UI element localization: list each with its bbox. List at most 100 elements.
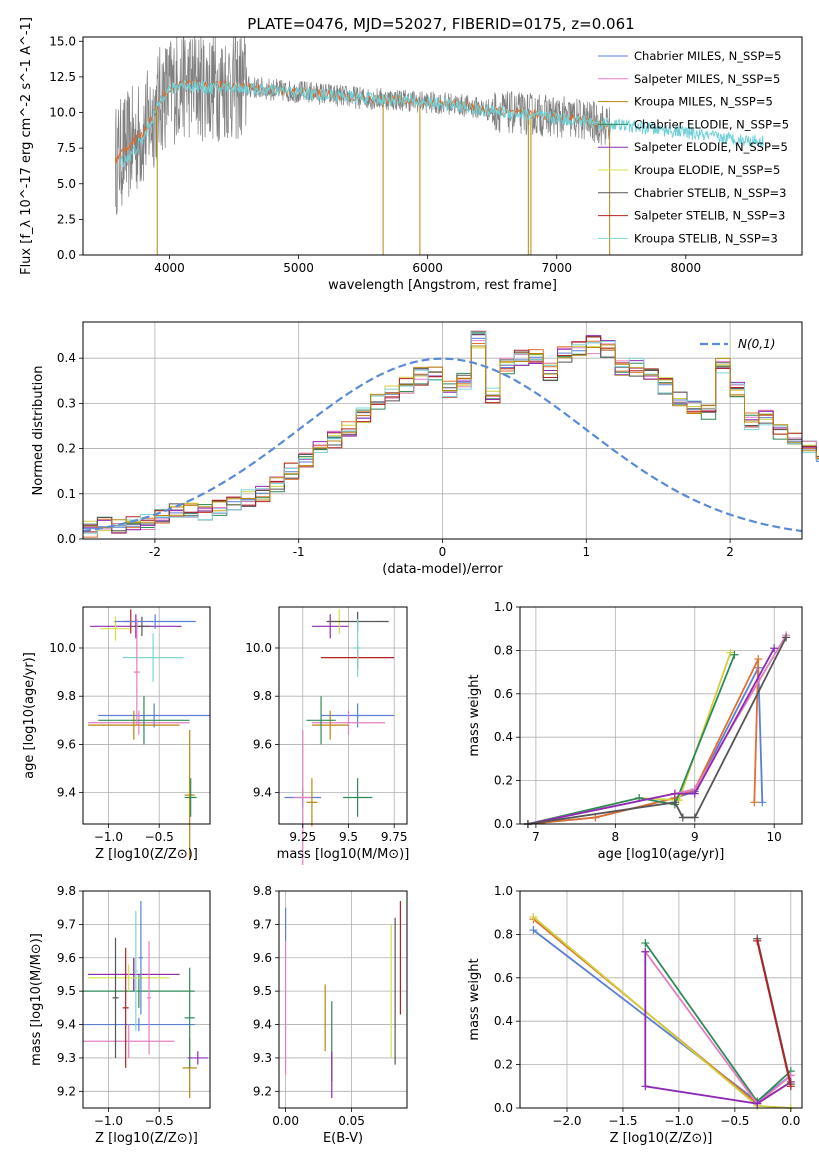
mass-weight-marker: [754, 655, 763, 664]
x-tick-label: 8: [612, 830, 620, 844]
y-tick-label: 9.8: [253, 689, 272, 703]
legend-entry: Salpeter MILES, N_SSP=5: [634, 72, 780, 86]
x-axis-label: Z [log10(Z/Z⊙)]: [610, 1131, 713, 1146]
mass-weight-marker: [786, 1082, 795, 1091]
y-tick-label: 9.4: [253, 1018, 272, 1032]
x-tick-label: 9.5: [339, 830, 358, 844]
histogram-step: [83, 340, 819, 538]
x-axis-label: (data-model)/error: [382, 562, 503, 577]
y-tick-label: 10.0: [49, 106, 76, 120]
y-tick-label: 9.4: [253, 786, 272, 800]
y-tick-label: 5.0: [57, 177, 76, 191]
y-tick-label: 1.0: [494, 600, 513, 614]
axes-frame: [82, 890, 211, 1109]
mass-weight-marker: [641, 1082, 650, 1091]
y-axis-label: mass weight: [467, 674, 482, 756]
x-tick-label: −1.0: [664, 1114, 693, 1128]
y-tick-label: 0.2: [494, 1058, 513, 1072]
x-tick-label: −1.0: [94, 1114, 123, 1128]
y-tick-label: 9.8: [57, 689, 76, 703]
histogram-step: [83, 331, 819, 534]
mass-weight-marker: [641, 939, 650, 948]
x-axis-label: mass [log10(M/M⊙)]: [277, 847, 410, 862]
mass-weight-marker: [641, 947, 650, 956]
mass-weight-series: [527, 636, 787, 825]
gaussian-curve: [82, 357, 803, 533]
mass-weight-marker: [690, 813, 699, 822]
y-tick-label: 0.0: [57, 532, 76, 546]
x-tick-label: 4000: [154, 261, 185, 275]
mass-weight-marker: [670, 789, 679, 798]
axes-frame: [278, 890, 408, 1109]
y-axis-label: mass weight: [467, 958, 482, 1040]
histogram-step: [83, 332, 819, 528]
mass-weight-series: [644, 942, 792, 1103]
y-tick-label: 9.3: [253, 1051, 272, 1065]
y-tick-label: 2.5: [57, 212, 76, 226]
mass-weight-marker: [753, 936, 762, 945]
legend-entry: Kroupa MILES, N_SSP=5: [634, 95, 773, 109]
axes-frame: [82, 36, 803, 256]
mass-weight-series: [756, 940, 792, 1087]
legend-entry: Kroupa ELODIE, N_SSP=5: [634, 163, 780, 177]
y-tick-label: 9.3: [57, 1051, 76, 1065]
x-tick-label: −1.5: [608, 1114, 637, 1128]
x-tick-label: -1: [293, 545, 305, 559]
spectrum-data-line: [114, 36, 612, 215]
x-tick-label: 9.25: [289, 830, 316, 844]
mass-weight-series: [532, 918, 792, 1105]
axes-frame: [519, 890, 803, 1109]
x-tick-label: 7: [532, 830, 540, 844]
y-tick-label: 0.6: [494, 971, 513, 985]
y-tick-label: 15.0: [49, 34, 76, 48]
y-tick-label: 9.6: [57, 951, 76, 965]
y-tick-label: 9.2: [253, 1084, 272, 1098]
y-tick-label: 9.7: [57, 917, 76, 931]
mass-weight-marker: [758, 798, 767, 807]
legend-entry: N(0,1): [738, 337, 775, 351]
x-axis-label: Z [log10(Z/Z⊙)]: [95, 1131, 198, 1146]
y-tick-label: 10.0: [49, 641, 76, 655]
mass-weight-series: [644, 951, 792, 1105]
mass-weight-marker: [690, 789, 699, 798]
y-tick-label: 0.4: [494, 1014, 513, 1028]
x-tick-label: 2: [726, 545, 734, 559]
x-tick-label: -2: [149, 545, 161, 559]
y-axis-label: Normed distribution: [31, 366, 46, 496]
y-tick-label: 9.6: [57, 737, 76, 751]
legend-entry: Chabrier ELODIE, N_SSP=5: [634, 117, 789, 131]
x-tick-label: 8000: [671, 261, 702, 275]
y-tick-label: 0.8: [494, 927, 513, 941]
y-tick-label: 1.0: [494, 884, 513, 898]
x-tick-label: 1: [582, 545, 590, 559]
y-tick-label: 9.7: [253, 917, 272, 931]
y-tick-label: 9.4: [57, 786, 76, 800]
legend-entry: Chabrier MILES, N_SSP=5: [634, 49, 781, 63]
x-tick-label: 0.0: [781, 1114, 800, 1128]
y-tick-label: 9.6: [253, 951, 272, 965]
x-tick-label: 6000: [412, 261, 443, 275]
y-tick-label: 9.8: [57, 884, 76, 898]
spectrum-model-line: [119, 79, 764, 168]
histogram-step: [83, 333, 819, 532]
y-tick-label: 9.5: [253, 984, 272, 998]
x-tick-label: −0.5: [145, 1114, 174, 1128]
x-tick-label: 10: [767, 830, 782, 844]
y-axis-label: mass [log10(M/M⊙)]: [29, 933, 44, 1066]
y-tick-label: 9.2: [57, 1084, 76, 1098]
x-axis-label: age [log10(age/yr)]: [598, 847, 725, 862]
y-tick-label: 9.8: [253, 884, 272, 898]
x-axis-label: E(B-V): [323, 1131, 363, 1146]
x-tick-label: −2.0: [552, 1114, 581, 1128]
y-tick-label: 0.2: [494, 774, 513, 788]
histogram-step: [83, 344, 819, 529]
x-tick-label: 5000: [283, 261, 314, 275]
x-tick-label: 9.75: [381, 830, 408, 844]
mass-weight-marker: [730, 650, 739, 659]
mass-weight-marker: [753, 1099, 762, 1108]
x-axis-label: Z [log10(Z/Z⊙)]: [95, 847, 198, 862]
y-tick-label: 0.0: [57, 248, 76, 262]
y-tick-label: 10.0: [245, 641, 272, 655]
